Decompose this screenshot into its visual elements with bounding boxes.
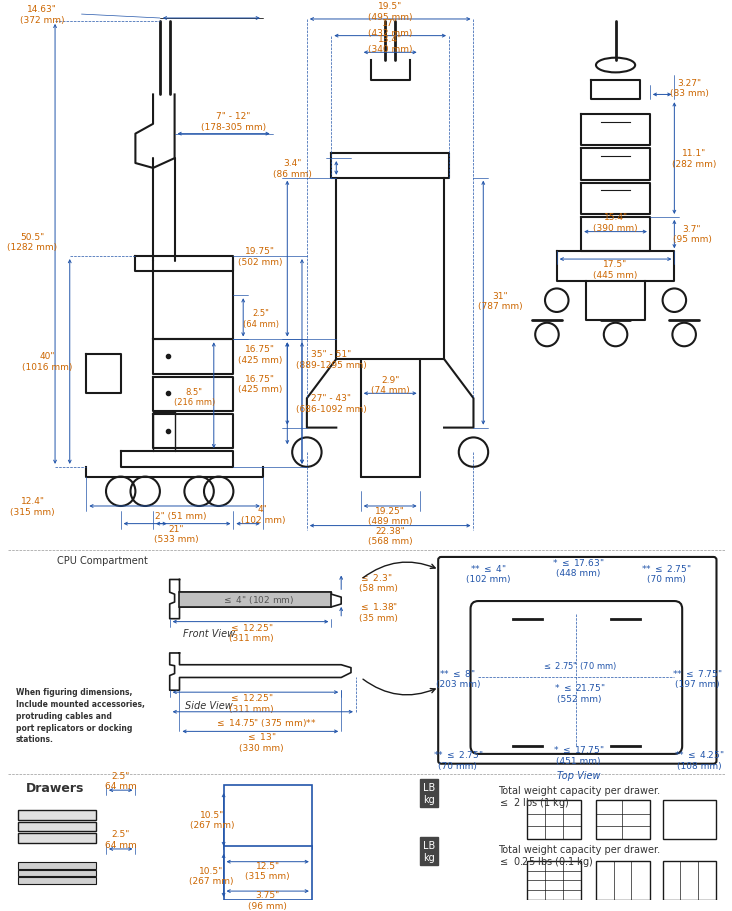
Bar	[18, 862, 96, 868]
Text: ** $\leq$ 2.75"
(70 mm): ** $\leq$ 2.75" (70 mm)	[433, 748, 483, 770]
Text: 12.4"
(315 mm): 12.4" (315 mm)	[10, 496, 55, 517]
Text: 2.5"
(64 mm): 2.5" (64 mm)	[243, 309, 279, 328]
Text: $\leq$ 2 lbs (1 kg): $\leq$ 2 lbs (1 kg)	[498, 795, 569, 809]
Text: $\leq$ 4" (102 mm): $\leq$ 4" (102 mm)	[222, 593, 294, 606]
Text: LB
kg: LB kg	[423, 783, 436, 804]
Text: Front View: Front View	[183, 629, 235, 639]
Text: Total weight capacity per drawer.: Total weight capacity per drawer.	[498, 785, 660, 795]
Text: 16.75"
(425 mm): 16.75" (425 mm)	[238, 345, 282, 364]
Text: 3.27"
(83 mm): 3.27" (83 mm)	[670, 78, 709, 98]
Text: 2" (51 mm): 2" (51 mm)	[155, 512, 206, 521]
Bar	[596, 800, 650, 839]
Bar	[527, 800, 581, 839]
Text: 10.5"
(267 mm): 10.5" (267 mm)	[190, 810, 234, 829]
Text: 15.4"
(390 mm): 15.4" (390 mm)	[593, 213, 638, 232]
Text: ** $\leq$ 2.75"
(70 mm): ** $\leq$ 2.75" (70 mm)	[641, 562, 692, 584]
Text: LB
kg: LB kg	[423, 840, 436, 862]
Text: 7" - 12"
(178-305 mm): 7" - 12" (178-305 mm)	[201, 112, 266, 131]
Bar	[179, 592, 332, 608]
Text: 17.5"
(445 mm): 17.5" (445 mm)	[594, 260, 638, 280]
Text: 19.25"
(489 mm): 19.25" (489 mm)	[368, 507, 412, 526]
FancyBboxPatch shape	[438, 558, 717, 763]
Text: 14.63"
(372 mm): 14.63" (372 mm)	[20, 5, 64, 25]
Bar	[662, 861, 717, 900]
Text: 31"
(787 mm): 31" (787 mm)	[477, 292, 522, 311]
Bar	[662, 800, 717, 839]
Text: 10.5"
(267 mm): 10.5" (267 mm)	[189, 865, 233, 885]
Bar	[223, 846, 312, 900]
Text: 21"
(533 mm): 21" (533 mm)	[154, 524, 199, 544]
Bar	[18, 870, 96, 876]
Text: 3.75"
(96 mm): 3.75" (96 mm)	[248, 890, 287, 909]
Text: 13.4"
(340 mm): 13.4" (340 mm)	[368, 35, 412, 54]
Text: When figuring dimensions,
Include mounted accessories,
protruding cables and
por: When figuring dimensions, Include mounte…	[16, 688, 145, 743]
Text: $\leq$ 13"
(330 mm): $\leq$ 13" (330 mm)	[239, 731, 283, 752]
Text: 50.5"
(1282 mm): 50.5" (1282 mm)	[7, 232, 58, 251]
Text: 12.5"
(315 mm): 12.5" (315 mm)	[245, 861, 290, 880]
Text: 3.7"
(95 mm): 3.7" (95 mm)	[673, 225, 712, 244]
Text: $\leq$ 12.25"
(311 mm): $\leq$ 12.25" (311 mm)	[228, 621, 273, 642]
Bar	[223, 785, 312, 849]
Text: $\leq$ 2.75" (70 mm): $\leq$ 2.75" (70 mm)	[542, 659, 617, 671]
Bar	[527, 861, 581, 900]
Text: ** $\leq$ 7.75"
(197 mm): ** $\leq$ 7.75" (197 mm)	[672, 667, 722, 689]
Bar	[18, 810, 96, 820]
Text: $\leq$ 1.38"
(35 mm): $\leq$ 1.38" (35 mm)	[359, 600, 398, 622]
Text: 2.9"
(74 mm): 2.9" (74 mm)	[371, 375, 410, 394]
Bar	[596, 861, 650, 900]
Text: $\leq$ 12.25"
(311 mm): $\leq$ 12.25" (311 mm)	[228, 691, 273, 713]
Text: Total weight capacity per drawer.: Total weight capacity per drawer.	[498, 844, 660, 854]
Text: 16.75"
(425 mm): 16.75" (425 mm)	[238, 374, 282, 394]
Text: 27" - 43"
(686-1092 mm): 27" - 43" (686-1092 mm)	[296, 394, 367, 414]
Text: * $\leq$ 17.63"
(448 mm): * $\leq$ 17.63" (448 mm)	[552, 557, 605, 578]
Text: 35" - 51"
(889-1295 mm): 35" - 51" (889-1295 mm)	[296, 350, 367, 369]
Text: CPU Compartment: CPU Compartment	[57, 556, 148, 565]
Text: $\leq$ 14.75" (375 mm)**: $\leq$ 14.75" (375 mm)**	[215, 716, 316, 728]
Text: 19.5"
(495 mm): 19.5" (495 mm)	[368, 3, 412, 22]
Text: * $\leq$ 17.75"
(451 mm): * $\leq$ 17.75" (451 mm)	[553, 743, 604, 764]
Text: 11.1"
(282 mm): 11.1" (282 mm)	[672, 149, 716, 169]
Text: 17"
(432 mm): 17" (432 mm)	[368, 19, 412, 38]
Text: ** $\leq$ 8"
(203 mm): ** $\leq$ 8" (203 mm)	[436, 667, 480, 689]
Text: $\leq$ 2.3"
(58 mm): $\leq$ 2.3" (58 mm)	[359, 571, 397, 592]
Bar	[18, 834, 96, 844]
Text: Side View: Side View	[185, 701, 233, 711]
Text: 2.5"
64 mm: 2.5" 64 mm	[105, 830, 137, 849]
Text: Top View: Top View	[556, 771, 600, 781]
Bar	[18, 877, 96, 885]
Text: ** $\leq$ 4"
(102 mm): ** $\leq$ 4" (102 mm)	[466, 562, 510, 584]
Text: 40"
(1016 mm): 40" (1016 mm)	[22, 352, 72, 372]
Text: Drawers: Drawers	[26, 781, 84, 793]
Text: 3.4"
(86 mm): 3.4" (86 mm)	[273, 159, 312, 179]
FancyBboxPatch shape	[471, 601, 682, 754]
Text: 22.38"
(568 mm): 22.38" (568 mm)	[368, 527, 413, 546]
Text: 2.5"
64 mm: 2.5" 64 mm	[105, 771, 137, 790]
Text: * $\leq$ 21.75"
(552 mm): * $\leq$ 21.75" (552 mm)	[553, 681, 605, 703]
Text: 4"
(102 mm): 4" (102 mm)	[241, 505, 285, 524]
Text: 19.75"
(502 mm): 19.75" (502 mm)	[238, 247, 282, 267]
Text: 8.5"
(216 mm): 8.5" (216 mm)	[173, 387, 214, 406]
Bar	[18, 822, 96, 832]
Text: $\leq$ 0.25 lbs (0.1 kg): $\leq$ 0.25 lbs (0.1 kg)	[498, 854, 594, 868]
Text: ** $\leq$ 4.25"
(108 mm): ** $\leq$ 4.25" (108 mm)	[673, 748, 724, 770]
